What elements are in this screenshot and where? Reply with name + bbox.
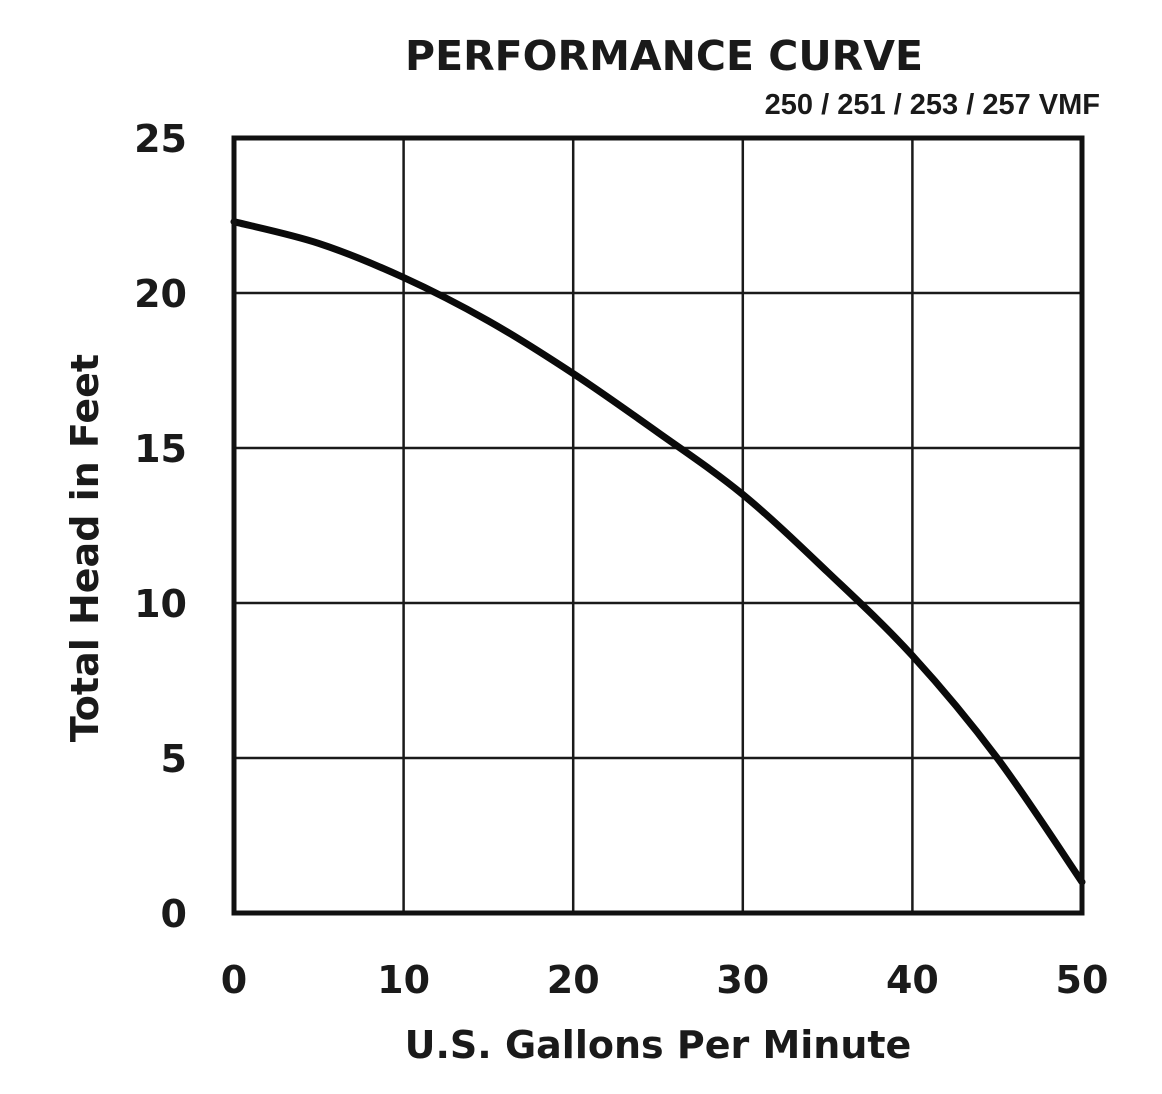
x-tick-label: 40 [886,958,939,1002]
y-axis-ticks: 0 5 10 15 20 25 [134,117,187,936]
x-tick-label: 20 [547,958,600,1002]
y-tick-label: 10 [134,582,187,626]
x-axis-label: U.S. Gallons Per Minute [405,1023,912,1067]
plot-frame [231,135,1085,916]
y-tick-label: 15 [134,427,187,471]
chart-subtitle: 250 / 251 / 253 / 257 VMF [765,89,1100,121]
y-tick-label: 5 [161,737,187,781]
x-tick-label: 30 [716,958,769,1002]
series-layer [230,218,1086,886]
performance-curve-line [230,218,1086,886]
gridlines [234,138,1082,913]
y-axis-label: Total Head in Feet [63,354,107,742]
chart-title: PERFORMANCE CURVE [405,32,923,80]
y-tick-label: 20 [134,272,187,316]
x-tick-label: 50 [1056,958,1109,1002]
x-tick-label: 0 [221,958,247,1002]
x-tick-label: 10 [377,958,430,1002]
y-tick-label: 0 [161,892,187,936]
x-axis-ticks: 0 10 20 30 40 50 [221,958,1109,1002]
y-tick-label: 25 [134,117,187,161]
